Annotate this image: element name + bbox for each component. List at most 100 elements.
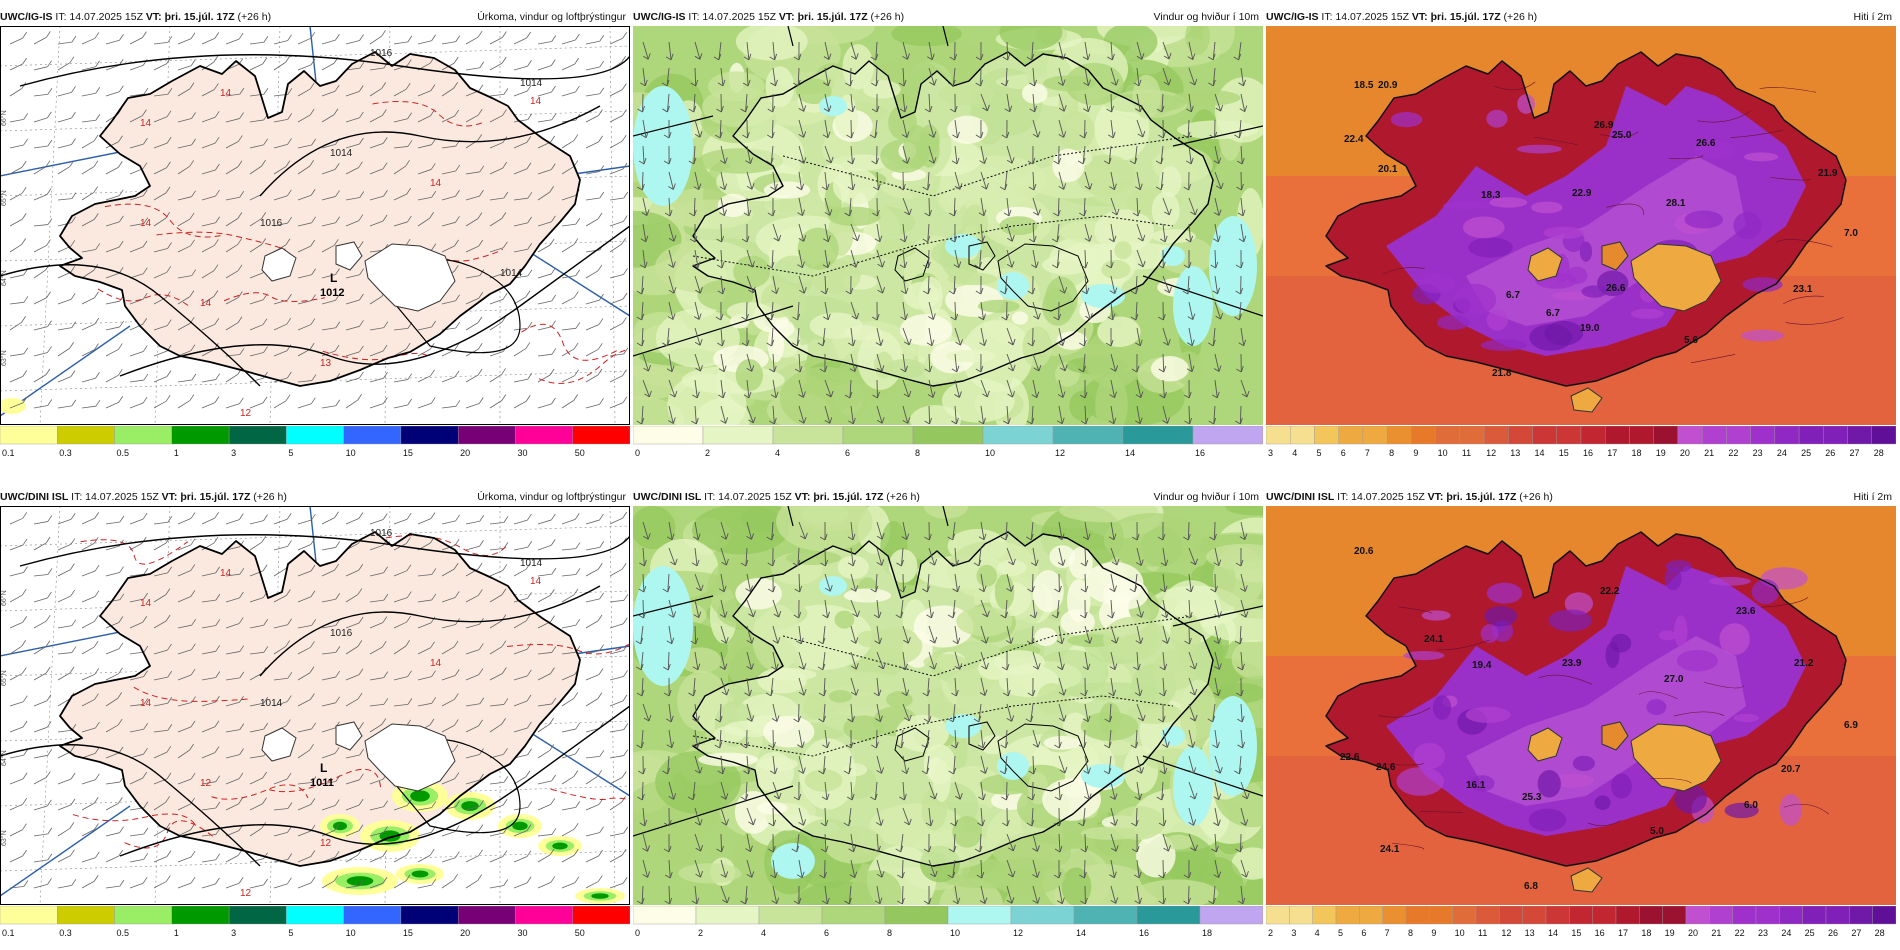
wind-barb <box>609 274 624 279</box>
wind-arrowhead <box>720 795 727 800</box>
wind-barb <box>57 855 71 863</box>
wind-arrowhead <box>957 897 961 904</box>
legend-label: 0.5 <box>117 448 130 458</box>
wind-arrowhead <box>1080 420 1087 425</box>
wind-barb <box>441 568 455 577</box>
wind-barb <box>393 880 407 889</box>
wind-arrow <box>1110 625 1117 644</box>
wind-barb <box>201 599 216 603</box>
model-label: UWC/IG-IS <box>0 11 53 23</box>
wind-arrowhead <box>666 79 670 87</box>
wind-arrowhead <box>636 420 643 425</box>
wind-arrowhead <box>1057 342 1063 346</box>
map-area[interactable]: 20.6 22.2 23.6 24.1 19.4 23.9 27.0 21.2 6.9 22.6 2… <box>1266 506 1896 905</box>
wind-barb-flag <box>407 826 412 833</box>
panel-title: Hiti í 2m <box>1853 11 1892 23</box>
map-area[interactable]: 1016 1014 1014 1016 1014 14 14 14 14 14 14 13 12 L 101… <box>0 26 630 425</box>
wind-arrow <box>668 547 676 566</box>
wind-arrowhead <box>1110 847 1117 852</box>
wind-arrowhead <box>1164 391 1167 399</box>
wind-arrowhead <box>721 561 727 566</box>
wind-arrowhead <box>1057 394 1064 398</box>
wind-arrow <box>980 651 987 670</box>
wind-arrowhead <box>927 183 931 191</box>
wind-arrowhead <box>1218 365 1222 372</box>
low-pressure-value: 1011 <box>310 777 334 789</box>
legend-label: 28 <box>1875 928 1885 938</box>
wind-arrow <box>850 703 853 722</box>
wind-arrowhead <box>1059 289 1065 294</box>
legend-swatch <box>1452 906 1477 925</box>
wind-barb <box>489 782 504 785</box>
latitude-label: 65°N <box>0 670 8 686</box>
wind-barb-flag <box>238 877 244 884</box>
wind-arrowhead <box>1243 339 1247 346</box>
wind-barb-flag <box>477 212 483 219</box>
wind-arrowhead <box>952 871 956 878</box>
wind-arrowhead <box>825 393 832 398</box>
wind-arrow <box>694 885 698 904</box>
wind-barb <box>201 222 216 227</box>
wind-barb <box>9 645 22 655</box>
legend-label: 22 <box>1735 928 1745 938</box>
wind-arrow <box>980 755 986 774</box>
wind-barb <box>297 856 312 863</box>
wind-barb-flag <box>310 189 316 196</box>
wind-arrowhead <box>1139 339 1143 346</box>
wind-arrow <box>798 859 803 878</box>
strong-wind-area <box>997 752 1029 780</box>
wind-barb <box>297 165 310 175</box>
wind-arrowhead <box>956 559 959 567</box>
wind-arrowhead <box>800 637 804 645</box>
latitude-line <box>0 45 630 67</box>
wind-barb <box>393 348 407 357</box>
wind-arrow <box>1187 119 1190 139</box>
wind-arrowhead <box>1059 793 1063 801</box>
wind-arrowhead <box>1080 562 1087 567</box>
wind-barb-flag <box>238 135 243 142</box>
wind-arrow <box>1162 41 1170 60</box>
map-area[interactable]: 18.5 20.9 26.9 22.4 20.1 18.3 22.9 25.0 26.6 28.1… <box>1266 26 1896 425</box>
wind-arrowhead <box>1213 640 1219 644</box>
wind-barb <box>273 222 288 227</box>
map-area[interactable] <box>633 506 1263 905</box>
wind-arrow <box>668 405 674 424</box>
wind-arrowhead <box>771 666 777 671</box>
wind-barb <box>249 377 264 383</box>
wind-barb-flag <box>503 88 509 95</box>
wind-arrowhead <box>899 108 906 113</box>
wind-barb-flag <box>334 747 340 754</box>
wind-arrow <box>1084 249 1087 269</box>
wind-barb <box>81 349 95 357</box>
wind-arrowhead <box>1215 185 1222 190</box>
wind-barb <box>297 144 312 149</box>
wind-barb-flag <box>142 240 148 248</box>
temperature-value: 21.9 <box>1818 168 1838 179</box>
wind-arrowhead <box>977 744 984 749</box>
wind-barb <box>9 376 23 383</box>
wind-speed-area <box>1049 545 1076 569</box>
map-area[interactable]: 1016 1016 1014 1014 14 14 14 14 14 12 12 12 L 1011 66°… <box>0 506 630 905</box>
wind-arrowhead <box>1027 290 1033 295</box>
legend-swatch <box>1779 906 1803 925</box>
wind-barb-flag <box>94 512 100 519</box>
wind-barb-flag <box>430 84 436 91</box>
wind-arrow <box>1214 677 1219 696</box>
warm-zone <box>1674 783 1707 814</box>
legend-label: 7 <box>1365 448 1370 458</box>
wind-arrow <box>668 599 675 618</box>
wind-barb <box>33 326 48 331</box>
wind-barb-flag <box>551 646 557 653</box>
wind-speed-area <box>843 588 892 603</box>
wind-barb <box>177 245 191 253</box>
wind-arrow <box>1136 547 1142 566</box>
map-area[interactable] <box>633 26 1263 425</box>
wind-arrow <box>1212 67 1216 86</box>
wind-arrowhead <box>643 559 647 567</box>
warm-zone <box>1610 773 1632 799</box>
wind-arrow <box>900 729 904 748</box>
wind-barb <box>129 651 144 655</box>
wind-speed-area <box>1150 356 1189 382</box>
wind-arrowhead <box>1188 769 1194 774</box>
wind-arrowhead <box>826 183 830 191</box>
